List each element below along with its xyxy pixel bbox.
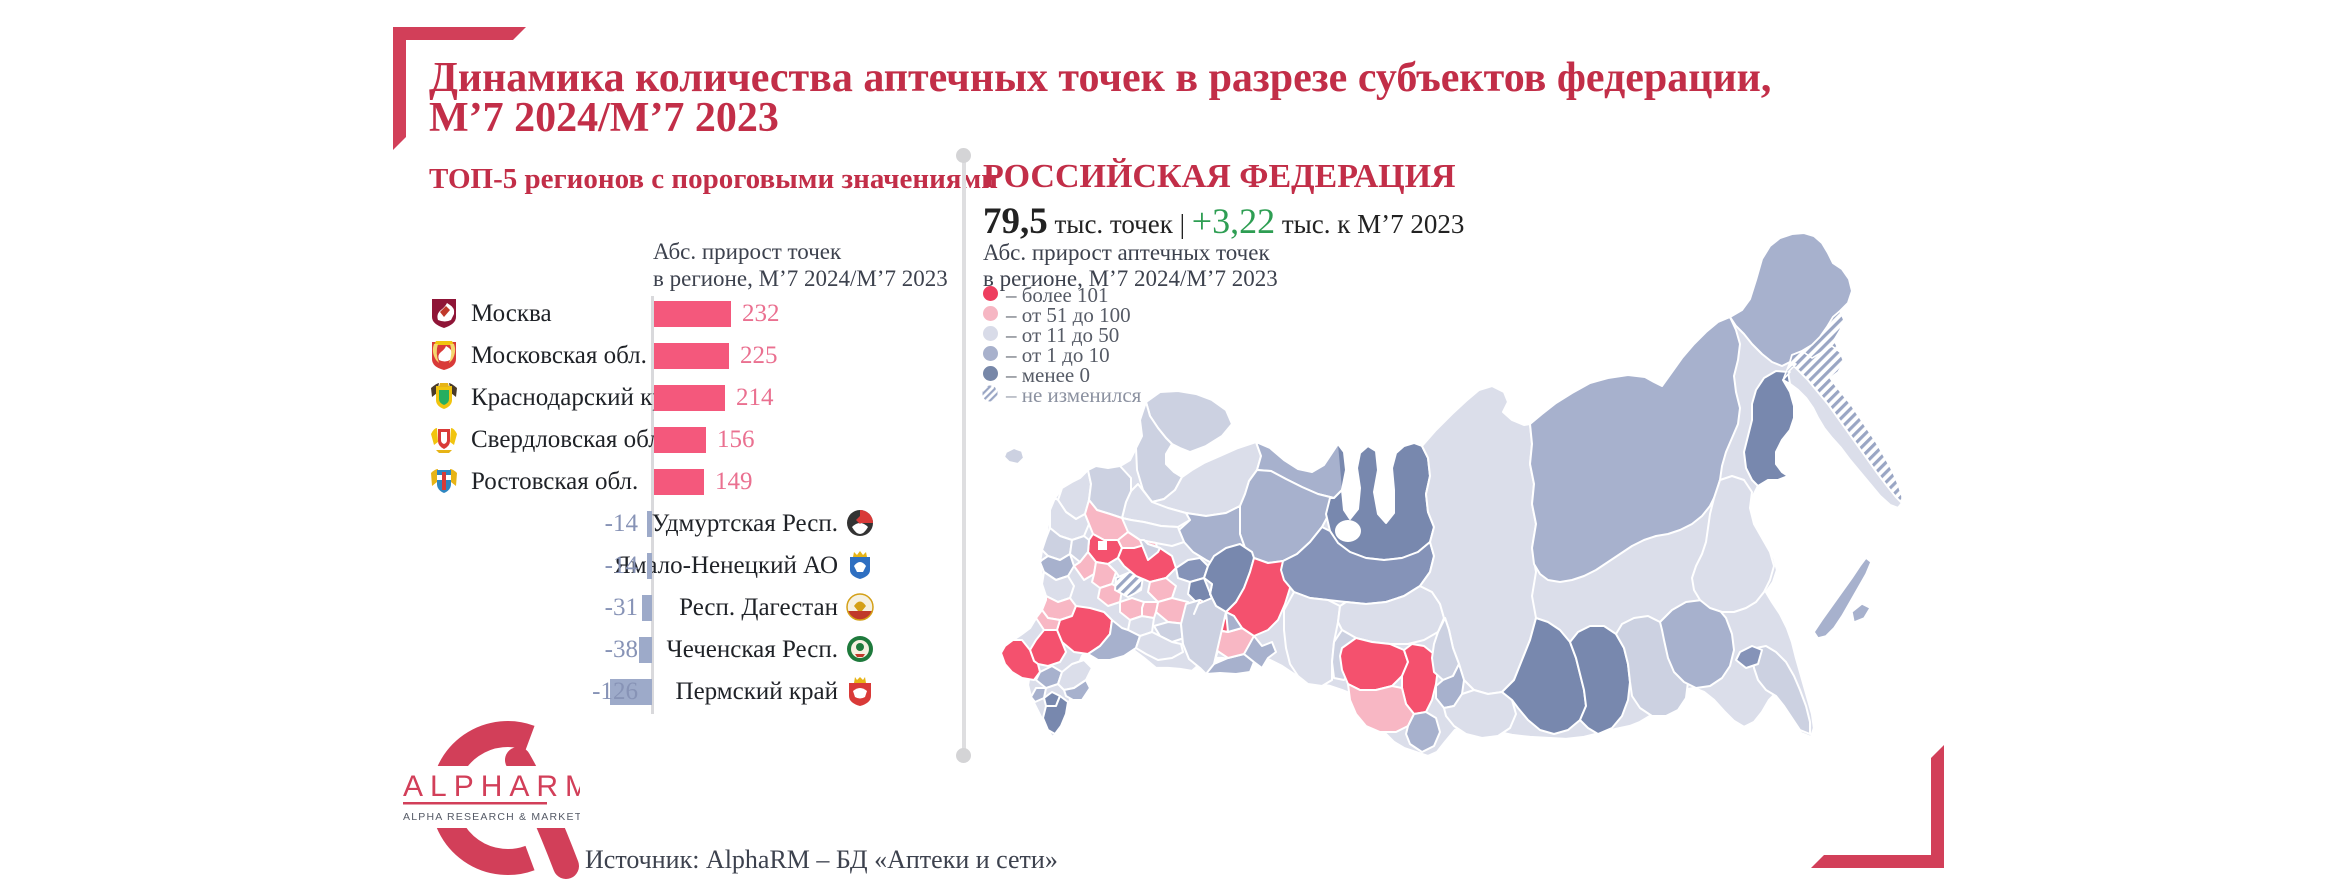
svg-text:ALPHA RESEARCH & MARKETING: ALPHA RESEARCH & MARKETING bbox=[403, 811, 580, 823]
svg-text:ALPHARM: ALPHARM bbox=[403, 770, 580, 803]
